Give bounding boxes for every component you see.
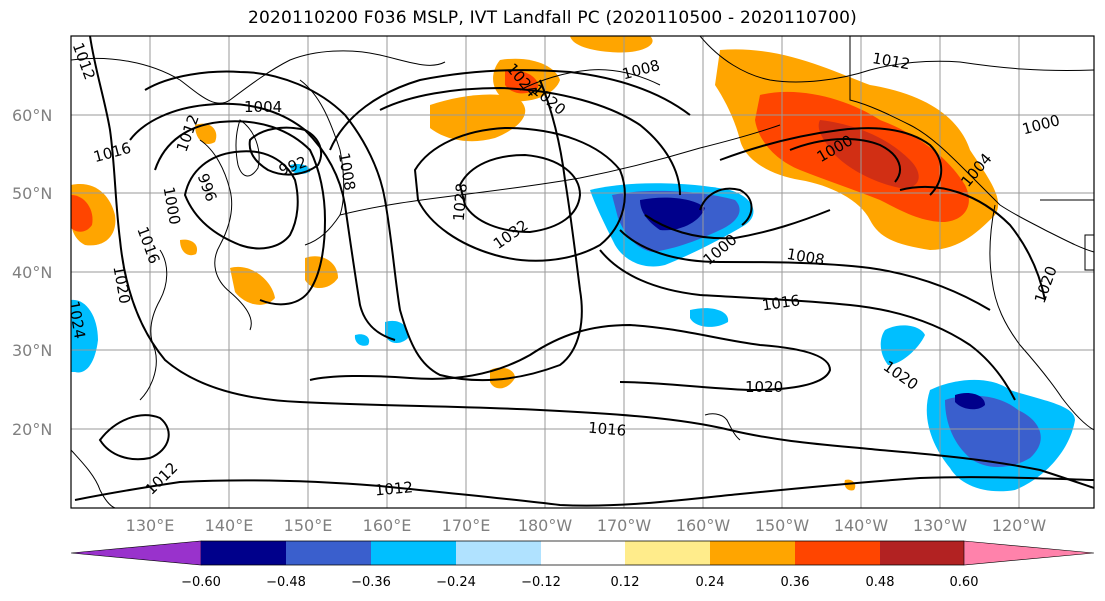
lon-label: 140°W (834, 516, 889, 535)
colorbar-extend-low (70, 540, 202, 566)
colorbar-segment (286, 541, 371, 565)
isobar-label: 1012 (374, 478, 414, 499)
lon-label: 160°E (363, 516, 412, 535)
colorbar-segment (371, 541, 456, 565)
lon-label: 140°E (205, 516, 254, 535)
lat-label: 60°N (12, 106, 52, 125)
coastlines (71, 36, 1094, 508)
isobar-label: 1028 (450, 182, 471, 222)
isobar-label: 1024 (64, 299, 88, 340)
isobar-label: 1004 (244, 98, 282, 116)
colorbar-segment (795, 541, 880, 565)
colorbar-extend-high (963, 540, 1095, 566)
ivt-positive-shading (71, 36, 999, 491)
lat-label: 30°N (12, 341, 52, 360)
lat-label: 20°N (12, 420, 52, 439)
colorbar-segment (625, 541, 710, 565)
map-title: 2020110200 F036 MSLP, IVT Landfall PC (2… (248, 8, 857, 28)
ivt-negative-shading (71, 163, 1075, 492)
isobar-label: 1020 (745, 378, 783, 396)
colorbar-tick-label: −0.24 (436, 575, 476, 590)
longitude-labels: 130°E 140°E 150°E 160°E 170°E 180°W 170°… (126, 516, 1047, 535)
colorbar-tick-label: 0.12 (611, 575, 640, 590)
colorbar-tick-label: 0.36 (781, 575, 810, 590)
colorbar-segment (710, 541, 795, 565)
colorbar-outline (201, 540, 964, 566)
lon-label: 160°W (676, 516, 731, 535)
colorbar-tick-label: −0.12 (521, 575, 561, 590)
lon-label: 170°E (442, 516, 491, 535)
lon-label: 130°W (913, 516, 968, 535)
colorbar-segment (456, 541, 541, 565)
colorbar-tick-label: −0.36 (351, 575, 391, 590)
lon-label: 150°W (755, 516, 810, 535)
lon-label: 120°W (992, 516, 1047, 535)
map-frame (70, 35, 1095, 509)
colorbar-segment (201, 541, 286, 565)
lon-label: 180°W (518, 516, 573, 535)
graticule (71, 36, 1094, 508)
isobar-label: 1016 (761, 291, 801, 314)
colorbar-tick-label: −0.60 (181, 575, 221, 590)
colorbar-segment (880, 541, 964, 565)
colorbar-tick-label: 0.60 (950, 575, 979, 590)
lon-label: 130°E (126, 516, 175, 535)
isobar-label: 1016 (587, 419, 627, 440)
mslp-isobars (74, 36, 1094, 507)
colorbar-tick-label: 0.24 (696, 575, 725, 590)
colorbar: −0.60 −0.48 −0.36 −0.24 −0.12 0.12 0.24 … (70, 540, 1095, 590)
colorbar-tick-label: −0.48 (266, 575, 306, 590)
lon-label: 150°E (284, 516, 333, 535)
lat-label: 40°N (12, 263, 52, 282)
lat-label: 50°N (12, 184, 52, 203)
latitude-labels: 60°N 50°N 40°N 30°N 20°N (12, 106, 52, 439)
colorbar-segment (541, 541, 625, 565)
lon-label: 170°W (597, 516, 652, 535)
colorbar-tick-label: 0.48 (866, 575, 895, 590)
